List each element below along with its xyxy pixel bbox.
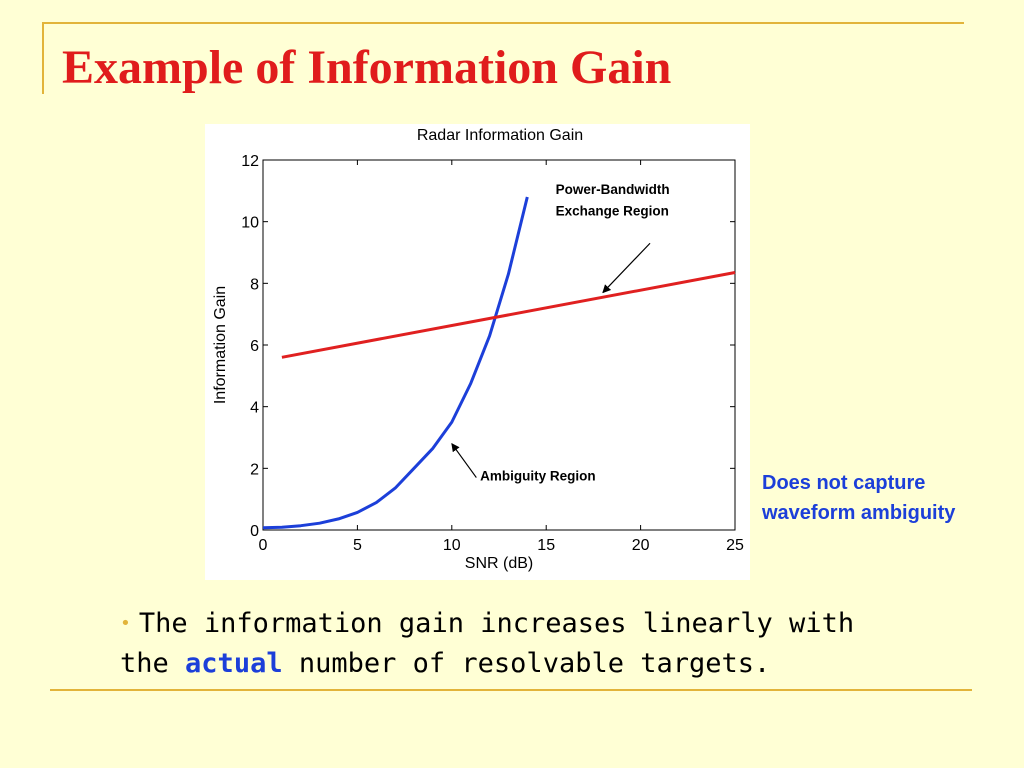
y-tick-label: 10: [241, 215, 259, 232]
y-tick-label: 0: [250, 523, 259, 540]
radar-information-gain-chart: Radar Information Gain 0 5 10 15 20 25 0 2 4 6 8 10…: [212, 127, 744, 572]
x-axis-label: SNR (dB): [465, 555, 533, 572]
slide-title: Example of Information Gain: [62, 41, 672, 94]
annotation-arrow: [451, 442, 477, 478]
bullet-point: • The information gain increases linearly…: [120, 604, 880, 684]
chart-panel: Radar Information Gain 0 5 10 15 20 25 0 2 4 6 8 10…: [205, 124, 750, 580]
series-line-2: [281, 271, 736, 359]
annotations: Power-Bandwidth Exchange Region Ambiguity …: [451, 182, 670, 484]
series-lines: [262, 196, 736, 530]
side-note-line-2: waveform ambiguity: [762, 502, 956, 524]
left-rule: [42, 22, 44, 94]
x-tick-label: 5: [353, 537, 362, 554]
bullet-line-2: the actual number of resolvable targets.: [120, 644, 880, 684]
y-tick-label: 6: [250, 338, 259, 355]
side-note-line-1: Does not capture: [762, 472, 926, 494]
bottom-rule: [50, 689, 972, 691]
annotation-text: Exchange Region: [556, 204, 669, 219]
bullet-dot-icon: •: [120, 613, 131, 634]
bullet-text-prefix: The information gain increases linearly …: [138, 608, 855, 639]
annotation-text: Ambiguity Region: [480, 469, 596, 484]
axes: 0 5 10 15 20 25 0 2 4 6 8 10 12: [241, 153, 744, 554]
side-note: Does not capture waveform ambiguity: [762, 468, 1022, 528]
y-tick-label: 12: [241, 153, 259, 170]
x-tick-label: 25: [726, 537, 744, 554]
bullet-emphasis: actual: [185, 648, 283, 679]
top-rule: [42, 22, 964, 24]
bullet-text-suffix: number of resolvable targets.: [298, 648, 771, 679]
chart-title: Radar Information Gain: [417, 127, 583, 144]
y-tick-label: 8: [250, 276, 259, 293]
series-line-1: [262, 196, 529, 530]
x-tick-label: 10: [443, 537, 461, 554]
x-tick-label: 15: [537, 537, 555, 554]
bullet-text-line2-start: the: [120, 648, 169, 679]
y-tick-label: 2: [250, 461, 259, 478]
x-tick-label: 20: [632, 537, 650, 554]
annotation-text: Power-Bandwidth: [556, 182, 670, 197]
x-tick-label: 0: [259, 537, 268, 554]
annotation-arrow: [602, 242, 651, 294]
y-tick-label: 4: [250, 400, 259, 417]
y-axis-label: Information Gain: [212, 286, 229, 404]
bullet-line-1: • The information gain increases linearly…: [120, 604, 880, 644]
